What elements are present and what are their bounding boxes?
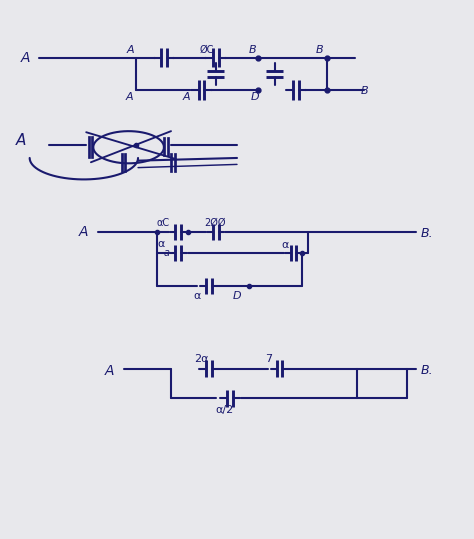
Text: A: A bbox=[16, 133, 26, 148]
Text: α: α bbox=[157, 239, 164, 249]
Text: α/2: α/2 bbox=[216, 405, 234, 415]
Text: 7: 7 bbox=[265, 354, 273, 364]
Text: D: D bbox=[251, 92, 260, 101]
Text: A: A bbox=[79, 225, 89, 239]
Text: B: B bbox=[249, 45, 256, 56]
Text: B.: B. bbox=[421, 227, 433, 240]
Text: a: a bbox=[164, 248, 170, 258]
Text: D: D bbox=[232, 291, 241, 301]
Text: A: A bbox=[20, 51, 30, 65]
Text: 2α: 2α bbox=[194, 354, 208, 364]
Text: 2ØØ: 2ØØ bbox=[204, 218, 226, 227]
Text: A: A bbox=[125, 92, 133, 101]
Text: αC: αC bbox=[157, 218, 170, 227]
Text: α: α bbox=[282, 240, 289, 250]
Text: B: B bbox=[360, 86, 368, 96]
Text: A: A bbox=[126, 45, 134, 56]
Text: A: A bbox=[183, 92, 191, 101]
Text: B: B bbox=[316, 45, 324, 56]
Text: α: α bbox=[194, 291, 201, 301]
Text: B.: B. bbox=[421, 364, 433, 377]
Text: ØC: ØC bbox=[199, 45, 214, 55]
Text: A: A bbox=[105, 364, 115, 378]
